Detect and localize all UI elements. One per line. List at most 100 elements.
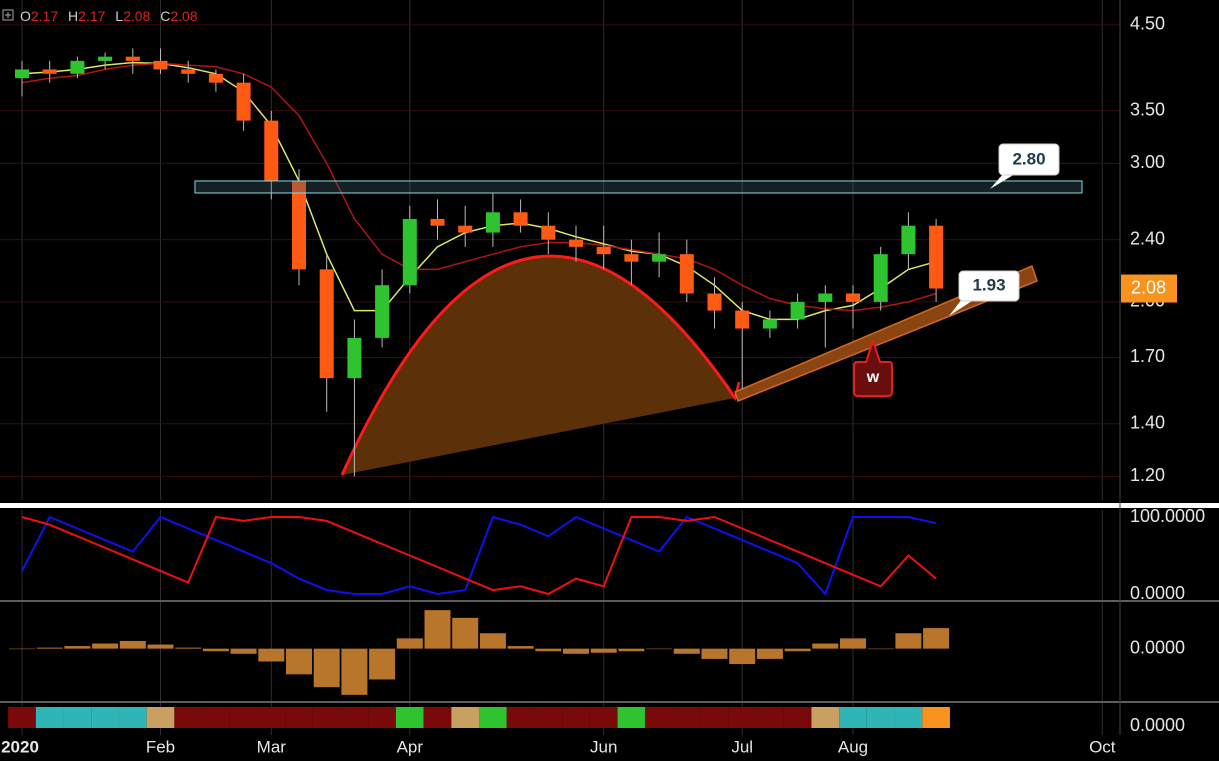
series-line: [21, 62, 937, 312]
histogram-bar: [147, 644, 174, 649]
callout-pointer: [990, 174, 1015, 189]
histogram-bar: [563, 648, 589, 654]
strip-cell: [91, 707, 119, 728]
strip-cell: [395, 707, 424, 728]
candle-body: [42, 69, 57, 74]
candle-body: [402, 218, 417, 286]
y-tick-label: 100.0000: [1130, 506, 1205, 526]
strip-cell: [340, 707, 369, 728]
expand-icon-plus: [5, 12, 11, 18]
x-tick-label: Feb: [146, 737, 175, 756]
strip-cell: [839, 707, 867, 728]
x-tick-label: Jul: [731, 737, 753, 756]
panel-separator: [0, 503, 1219, 508]
cup-arc: [340, 254, 737, 476]
cup-fill: [342, 256, 735, 475]
label-layer: 2020 Feb Mar Apr Jun Jul Aug Oct 4.50 3.50 3.00 2.4…: [1, 14, 1205, 757]
histogram-bar: [701, 648, 728, 659]
y-tick-label: 1.20: [1130, 465, 1165, 485]
histogram-bar: [230, 648, 257, 654]
strip-cell: [617, 707, 646, 728]
ohlc-header: O2.17 H2.17 L2.08 C2.08: [20, 8, 198, 24]
histogram-bar: [424, 610, 451, 649]
strip-cell: [63, 707, 92, 728]
histogram-bar: [646, 648, 673, 650]
strip-cell: [645, 707, 673, 728]
candle-body: [98, 56, 113, 61]
histogram-bar: [673, 648, 700, 654]
strip-cell: [35, 707, 64, 728]
callout-label: 2.80: [1012, 149, 1045, 168]
x-tick-label: Oct: [1089, 737, 1116, 756]
histogram-bar: [175, 647, 202, 649]
histogram-bar: [452, 617, 479, 649]
strip-cell: [423, 707, 452, 728]
candle-body: [873, 254, 888, 302]
candle-body: [458, 225, 473, 233]
ohlc-key: H: [68, 8, 78, 24]
y-tick-label: 4.50: [1130, 14, 1165, 34]
candle-body: [15, 69, 29, 79]
candle-body: [901, 225, 916, 255]
candle-body: [181, 69, 196, 74]
candle-body: [153, 60, 168, 70]
candle-body: [818, 293, 833, 302]
histogram-bar: [202, 648, 229, 652]
series-line: [21, 515, 937, 596]
histogram-bar: [840, 638, 866, 649]
strip-cell: [451, 707, 480, 728]
resistance-zone: [194, 180, 1083, 194]
y-tick-label: 1.40: [1130, 413, 1165, 433]
candle-body: [790, 301, 805, 320]
y-tick-label: 0.0000: [1130, 715, 1185, 735]
strip-cell: [728, 707, 757, 728]
histogram-bar: [64, 646, 91, 649]
strip-cell: [589, 707, 618, 728]
strip-cell: [285, 707, 313, 728]
ohlc-value: 2.17: [78, 8, 105, 24]
ohlc-value: 2.17: [31, 8, 58, 24]
strip-cell: [866, 707, 895, 728]
histogram-bar: [36, 647, 63, 649]
candle-body: [846, 293, 860, 302]
x-tick-label: Apr: [397, 737, 424, 756]
annotation-marker: [853, 337, 893, 397]
strip-cell: [174, 707, 203, 728]
strip-cell: [257, 707, 286, 728]
strip-cell: [562, 707, 590, 728]
last-price-box: [1121, 274, 1177, 303]
x-tick-label: Mar: [257, 737, 287, 756]
histogram-bar: [895, 633, 922, 649]
strip-cell: [756, 707, 784, 728]
histogram-bar: [812, 643, 839, 649]
candle-body: [485, 212, 500, 233]
ohlc-key: O: [20, 8, 31, 24]
candle-body: [929, 225, 944, 289]
candle-body: [652, 254, 667, 262]
annotation-text: w: [866, 369, 880, 386]
strip-cell: [811, 707, 840, 728]
y-tick-label: 3.50: [1130, 99, 1165, 119]
strip-cell: [672, 707, 701, 728]
expand-icon[interactable]: [2, 9, 14, 21]
ohlc-key: C: [160, 8, 170, 24]
callout-pointer: [949, 299, 975, 316]
ohlc-key: L: [115, 8, 123, 24]
candle-body: [735, 310, 750, 329]
x-tick-label: 2020: [1, 737, 39, 756]
strip-cell: [8, 707, 36, 728]
candle-body: [208, 73, 223, 83]
candle-body: [375, 285, 390, 338]
histogram-bar: [535, 648, 562, 652]
histogram-bar: [729, 648, 756, 665]
candle-body: [596, 246, 611, 255]
callout-box: [998, 143, 1060, 176]
candle-body: [679, 254, 694, 294]
histogram-bar: [119, 640, 146, 649]
strip-cell: [534, 707, 563, 728]
histogram-bar: [341, 648, 368, 695]
candle-body: [430, 218, 445, 226]
series-line: [21, 61, 937, 321]
ohlc-value: 2.08: [170, 8, 197, 24]
histogram-bar: [756, 648, 783, 659]
